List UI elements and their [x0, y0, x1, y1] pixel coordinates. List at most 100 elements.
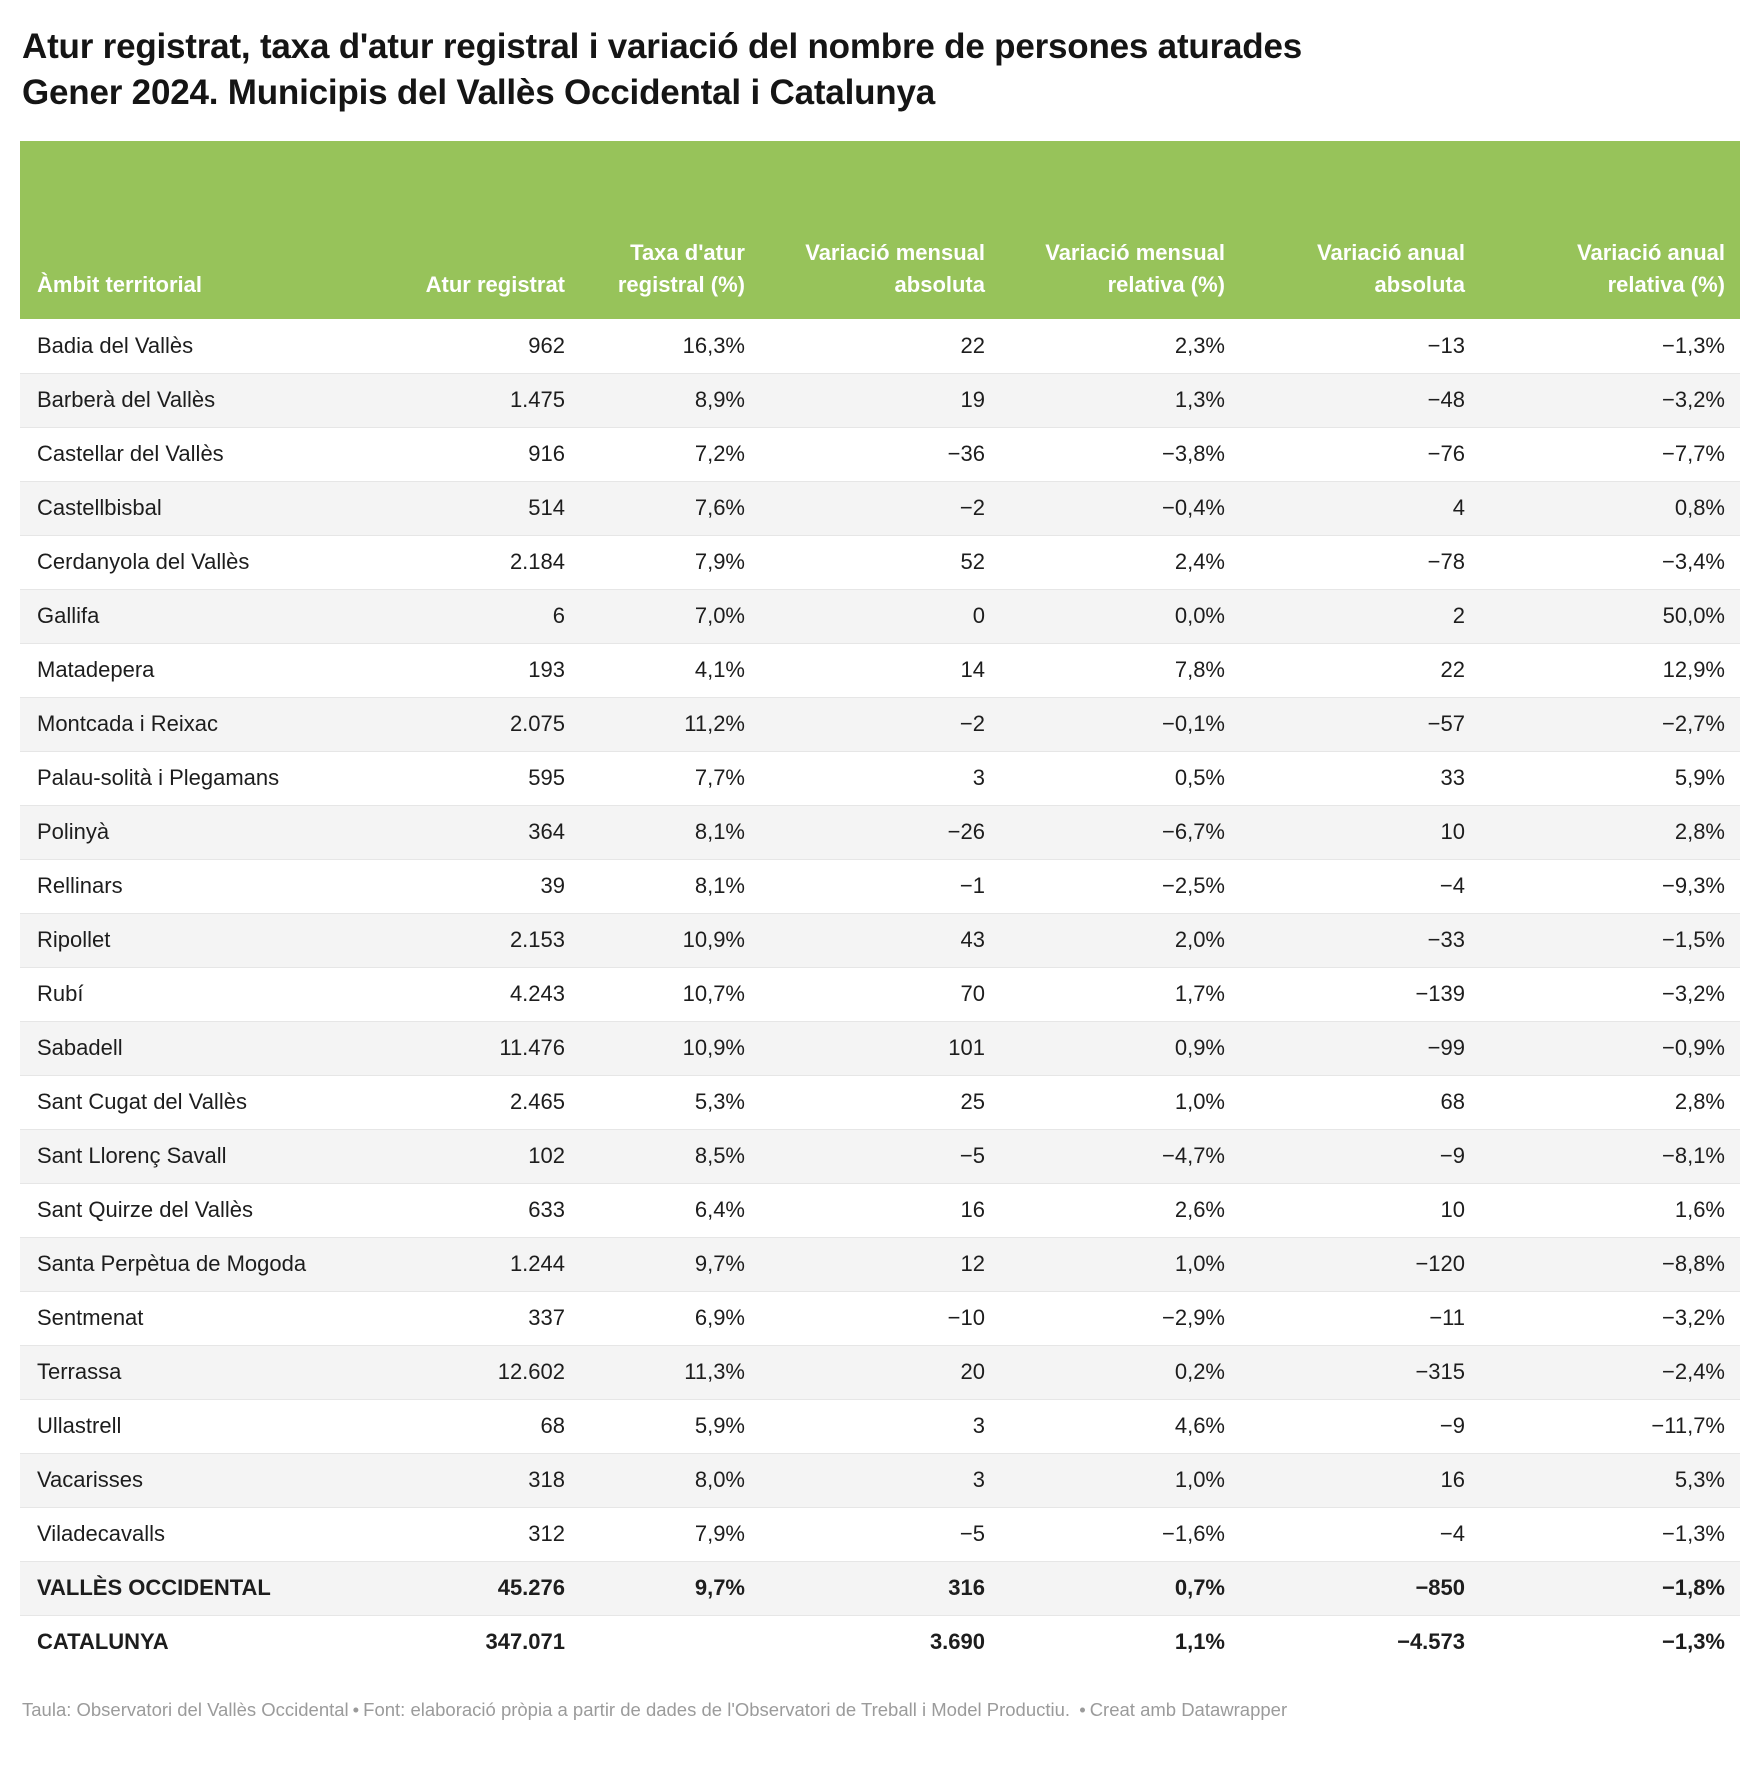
table-row: Castellbisbal 514 7,6% −2 −0,4% 4 0,8%	[20, 480, 1740, 535]
value-cell: 1,1%	[1000, 1614, 1240, 1669]
value-cell: 0,2%	[1000, 1344, 1240, 1399]
value-cell: −1	[760, 858, 1000, 913]
value-cell: 4,1%	[580, 642, 760, 697]
value-cell	[580, 1614, 760, 1669]
value-cell: 3.690	[760, 1614, 1000, 1669]
value-cell: −13	[1427, 332, 1465, 358]
value-cell: −9	[1240, 1398, 1480, 1453]
value-cell: 1,0%	[1000, 1452, 1240, 1507]
column-header-taxa-atur-registral: Taxa d'atur registral (%)	[580, 141, 760, 319]
value-cell: 2.184	[345, 534, 580, 589]
value-cell: 25	[760, 1074, 1000, 1129]
value-cell: 33	[1240, 750, 1480, 805]
value-cell: −1,3%	[1480, 1506, 1740, 1561]
territory-cell: Palau-solità i Plegamans	[20, 750, 345, 805]
column-header-variacio-mensual-absoluta: Variació mensual absoluta	[760, 141, 1000, 319]
value-cell: 6	[345, 588, 580, 643]
value-cell: −8,1%	[1480, 1128, 1740, 1183]
value-cell: 2,0%	[1000, 912, 1240, 967]
territory-cell: Sant Cugat del Vallès	[20, 1074, 345, 1129]
territory-cell: Sant Quirze del Vallès	[20, 1182, 345, 1237]
territory-cell: Rellinars	[20, 858, 345, 913]
value-cell: 7,0%	[580, 588, 760, 643]
value-cell: 2,4%	[1000, 534, 1240, 589]
value-cell: −26	[760, 804, 1000, 859]
value-cell: 11.476	[345, 1020, 580, 1075]
table-row: Castellar del Vallès 916 7,2% −36 −3,8% −76 −7…	[20, 426, 1740, 481]
value-cell: 68	[345, 1398, 580, 1453]
value-cell: 8,5%	[580, 1128, 760, 1183]
value-cell: 7,9%	[580, 1506, 760, 1561]
value-cell: −3,2%	[1480, 1290, 1740, 1345]
value-cell: −1,3%	[1662, 332, 1725, 358]
table-row: Viladecavalls 312 7,9% −5 −1,6% −4 −1,3%	[20, 1506, 1740, 1561]
value-cell: 20	[760, 1344, 1000, 1399]
value-cell: 318	[345, 1452, 580, 1507]
territory-cell: Matadepera	[20, 642, 345, 697]
territory-cell: Montcada i Reixac	[20, 696, 345, 751]
value-cell: 0,8%	[1480, 480, 1740, 535]
column-header-variacio-anual-absoluta: Variació anual absoluta	[1240, 141, 1480, 319]
value-cell: 7,7%	[580, 750, 760, 805]
territory-cell: Barberà del Vallès	[20, 372, 345, 427]
territory-cell: Badia del Vallès	[37, 332, 194, 358]
value-cell: 347.071	[345, 1614, 580, 1669]
territory-cell: Ripollet	[20, 912, 345, 967]
value-cell: 3	[760, 1398, 1000, 1453]
value-cell: −850	[1240, 1560, 1480, 1615]
footer-separator-2: •	[1079, 1699, 1086, 1720]
value-cell: 1.244	[345, 1236, 580, 1291]
data-table: Àmbit territorial Atur registrat Taxa d'…	[20, 141, 1740, 1669]
table-row: Sant Cugat del Vallès 2.465 5,3% 25 1,0% 68 2,…	[20, 1074, 1740, 1129]
table-row: Montcada i Reixac 2.075 11,2% −2 −0,1% −57 −2,…	[20, 696, 1740, 751]
value-cell: 52	[760, 534, 1000, 589]
value-cell: 39	[345, 858, 580, 913]
value-cell: 11,3%	[580, 1344, 760, 1399]
column-header-atur-registrat: Atur registrat	[345, 141, 580, 319]
value-cell: −1,3%	[1480, 1614, 1740, 1669]
datawrapper-credit-link[interactable]: Creat amb Datawrapper	[1089, 1699, 1288, 1720]
value-cell: −48	[1240, 372, 1480, 427]
value-cell: −0,4%	[1000, 480, 1240, 535]
table-row: Ullastrell 68 5,9% 3 4,6% −9 −11,7%	[20, 1398, 1740, 1453]
value-cell: 16	[760, 1182, 1000, 1237]
value-cell: 7,6%	[580, 480, 760, 535]
value-cell: 0,0%	[1000, 588, 1240, 643]
value-cell: 6,4%	[580, 1182, 760, 1237]
value-cell: −2	[760, 696, 1000, 751]
value-cell: 0	[760, 588, 1000, 643]
value-cell: 14	[760, 642, 1000, 697]
value-cell: 10	[1240, 1182, 1480, 1237]
territory-cell: Cerdanyola del Vallès	[20, 534, 345, 589]
territory-cell: Sabadell	[20, 1020, 345, 1075]
value-cell: 1.475	[345, 372, 580, 427]
value-cell: 2.075	[345, 696, 580, 751]
value-cell: 12,9%	[1480, 642, 1740, 697]
value-cell: 2,3%	[1174, 332, 1225, 358]
territory-cell: Castellbisbal	[20, 480, 345, 535]
column-header-variacio-anual-relativa: Variació anual relativa (%)	[1480, 141, 1740, 319]
value-cell: 1,6%	[1480, 1182, 1740, 1237]
page-title: Atur registrat, taxa d'atur registral i …	[22, 24, 1738, 115]
value-cell: 1,7%	[1000, 966, 1240, 1021]
table-footer: Taula: Observatori del Vallès Occidental…	[22, 1699, 1738, 1721]
territory-cell: Sentmenat	[20, 1290, 345, 1345]
value-cell: −120	[1240, 1236, 1480, 1291]
territory-cell: Sant Llorenç Savall	[20, 1128, 345, 1183]
value-cell: 1,0%	[1000, 1236, 1240, 1291]
value-cell: 10,7%	[580, 966, 760, 1021]
footer-source: Font: elaboració pròpia a partir de dade…	[363, 1699, 1071, 1720]
value-cell: 43	[760, 912, 1000, 967]
territory-cell: Castellar del Vallès	[20, 426, 345, 481]
value-cell: −36	[760, 426, 1000, 481]
value-cell: 3	[760, 1452, 1000, 1507]
total-row: VALLÈS OCCIDENTAL 45.276 9,7% 316 0,7% −850 −1…	[20, 1560, 1740, 1615]
table-row: Vacarisses 318 8,0% 3 1,0% 16 5,3%	[20, 1452, 1740, 1507]
value-cell: −2	[760, 480, 1000, 535]
value-cell: 316	[760, 1560, 1000, 1615]
table-row: Palau-solità i Plegamans 595 7,7% 3 0,5% 33 5,…	[20, 750, 1740, 805]
value-cell: −5	[760, 1128, 1000, 1183]
value-cell: −4.573	[1240, 1614, 1480, 1669]
page-title-line1: Atur registrat, taxa d'atur registral i …	[22, 27, 1302, 66]
